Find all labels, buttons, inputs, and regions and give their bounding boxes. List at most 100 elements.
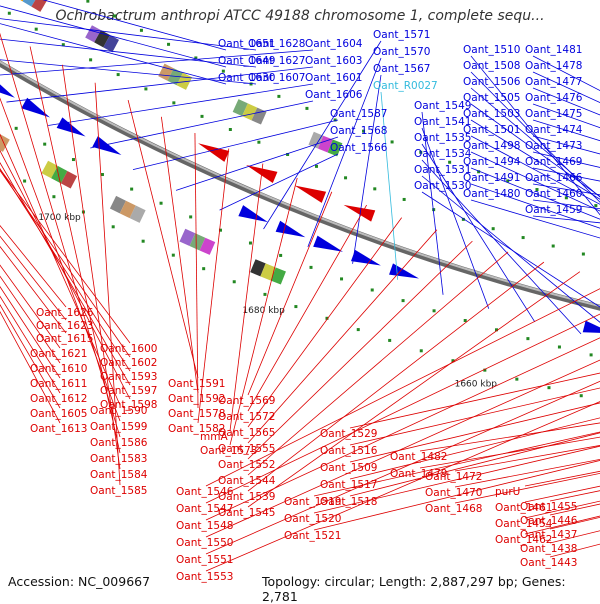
grid-dot [140, 29, 143, 32]
plus-gene-label: Oant_1607 [248, 72, 305, 84]
plus-gene-label: Oant_1459 [525, 204, 582, 216]
plus-gene-label: Oant_1460 [525, 188, 582, 200]
plus-gene-label: Oant_1505 [463, 92, 520, 104]
minus-gene-label: Oant_1550 [176, 537, 233, 549]
plus-gene-label: Oant_1475 [525, 108, 582, 120]
minus-gene-label: Oant_1470 [425, 487, 482, 499]
grid-dot [117, 73, 120, 76]
minus-gene-label: Oant_1517 [320, 479, 377, 491]
grid-dot [72, 158, 75, 161]
minus-gene-label: Oant_1516 [320, 445, 378, 457]
grid-dot [388, 339, 391, 342]
leader-line [248, 192, 332, 395]
plus-gene-label: Oant_1506 [463, 76, 521, 88]
leader-line [455, 336, 600, 487]
grid-dot [433, 309, 436, 312]
plus-gene-label: Oant_1469 [525, 156, 582, 168]
plus-strand-gene-arrow [276, 221, 306, 238]
grid-dot [43, 143, 46, 146]
grid-dot [582, 253, 585, 256]
plus-gene-label: Oant_1566 [330, 142, 388, 154]
grid-dot [172, 254, 175, 257]
grid-dot [160, 202, 163, 205]
minus-gene-label: Oant_1520 [284, 513, 341, 525]
minus-gene-label: Oant_1583 [90, 453, 147, 465]
accession-text: Accession: NC_009667 [8, 574, 150, 589]
grid-dot [547, 386, 550, 389]
minus-gene-label: Oant_1509 [320, 462, 377, 474]
plus-gene-label: Oant_1466 [525, 172, 583, 184]
minus-gene-label: Oant_1551 [176, 554, 233, 566]
minus-gene-label: Oant_1443 [520, 557, 577, 569]
plus-gene-label: Oant_1503 [463, 108, 520, 120]
plus-gene-label: Oant_1501 [463, 124, 520, 136]
leader-line [381, 92, 398, 280]
leader-line [533, 72, 600, 396]
grid-dot [257, 141, 260, 144]
plus-gene-label: Oant_1571 [373, 29, 430, 41]
minus-gene-label: Oant_1623 [36, 320, 93, 332]
minus-gene-label: Oant_1438 [520, 543, 577, 555]
grid-dot [357, 328, 360, 331]
plus-gene-label: Oant_1603 [305, 55, 362, 67]
minus-gene-label: Oant_1613 [30, 423, 87, 435]
minus-gene-label: Oant_1621 [30, 348, 87, 360]
minus-gene-label: Oant_1578 [168, 408, 225, 420]
minus-gene-label: Oant_1437 [520, 529, 577, 541]
plus-gene-label: Oant_1587 [330, 108, 387, 120]
plus-gene-label: Oant_1491 [463, 172, 520, 184]
leader-line [48, 84, 313, 126]
leader-line [230, 164, 263, 431]
leader-line [248, 252, 508, 475]
minus-gene-label: purU [495, 486, 520, 498]
leader-line [420, 340, 600, 451]
grid-dot [371, 288, 374, 291]
grid-dot [492, 227, 495, 230]
minus-gene-label: Oant_1455 [520, 501, 577, 513]
minus-gene-label: Oant_1472 [425, 471, 482, 483]
minus-gene-label: Oant_1602 [100, 357, 157, 369]
leader-line [550, 299, 600, 529]
grid-dot [189, 215, 192, 218]
leader-line [133, 120, 338, 170]
minus-gene-label: Oant_1552 [218, 459, 275, 471]
minus-gene-label: Oant_1553 [176, 571, 233, 583]
minus-gene-label: Oant_1612 [30, 393, 87, 405]
grid-dot [167, 43, 170, 46]
grid-dot [249, 242, 252, 245]
grid-dot [263, 293, 266, 296]
leader-line [550, 306, 600, 515]
plus-gene-label: Oant_1606 [305, 89, 363, 101]
minus-gene-label: Oant_1593 [100, 371, 157, 383]
grid-dot [113, 14, 116, 17]
minus-gene-label: Oant_1584 [90, 469, 148, 481]
plus-gene-label: Oant_1508 [463, 60, 520, 72]
minus-gene-label: Oant_1565 [218, 427, 275, 439]
grid-dot [112, 225, 115, 228]
rna-gene-label: Oant_R0027 [373, 80, 438, 92]
grid-dot [344, 176, 347, 179]
grid-dot [315, 165, 318, 168]
grid-dot [89, 58, 92, 61]
grid-dot [277, 95, 280, 98]
grid-dot [558, 345, 561, 348]
plus-strand-gene-arrow [238, 205, 268, 222]
grid-dot [403, 198, 406, 201]
plus-gene-label: Oant_1477 [525, 76, 582, 88]
minus-gene-label: Oant_1590 [90, 405, 147, 417]
grid-dot [402, 299, 405, 302]
grid-dot [172, 101, 175, 104]
minus-gene-label: Oant_1548 [176, 520, 233, 532]
grid-dot [35, 28, 38, 31]
plus-gene-label: Oant_1568 [330, 125, 387, 137]
plus-strand-gene-arrow [313, 236, 343, 252]
plus-gene-label: Oant_1473 [525, 140, 582, 152]
minus-gene-label: Oant_1585 [90, 485, 147, 497]
leader-line [176, 137, 338, 190]
grid-dot [144, 87, 147, 90]
grid-dot [522, 236, 525, 239]
minus-gene-label: Oant_1569 [218, 395, 275, 407]
plus-strand-gene-arrow [389, 263, 419, 278]
grid-dot [420, 349, 423, 352]
minus-gene-label: Oant_1446 [520, 515, 578, 527]
